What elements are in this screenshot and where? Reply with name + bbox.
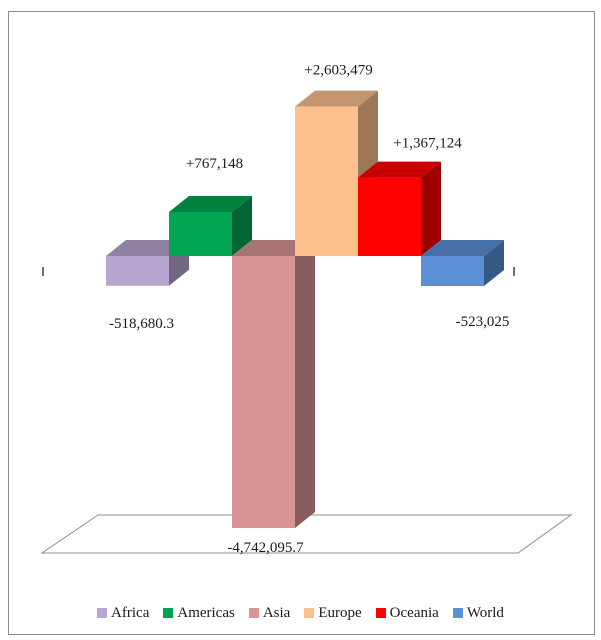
bar-asia-top	[232, 240, 315, 256]
bar-world-side	[484, 240, 504, 286]
chart: -518,680.3 +767,148 -4,742,095.7 +2,603,479…	[40, 63, 573, 556]
bar-oceania-front	[358, 177, 421, 256]
bar-americas-front	[169, 211, 232, 256]
bar-asia-side	[295, 240, 315, 528]
data-label-oceania: +1,367,124	[393, 136, 462, 152]
legend-label-europe: Europe	[318, 604, 362, 621]
legend-item-world: World	[452, 604, 504, 622]
legend-item-americas: Americas	[163, 604, 235, 622]
data-label-americas: +767,148	[186, 156, 243, 172]
bar-americas-top	[169, 195, 252, 212]
bar-africa	[106, 240, 189, 286]
data-label-europe: +2,603,479	[304, 63, 372, 79]
bar-asia	[232, 240, 315, 528]
bar-africa-top	[106, 240, 189, 256]
floor-plane	[40, 514, 573, 554]
data-label-africa: -518,680.3	[109, 316, 174, 332]
legend-label-americas: Americas	[177, 604, 235, 621]
data-label-world: -523,025	[456, 314, 510, 330]
legend-label-oceania: Oceania	[389, 604, 439, 621]
legend-swatch-oceania	[375, 608, 386, 618]
legend-item-europe: Europe	[304, 604, 362, 622]
legend-swatch-asia	[248, 608, 259, 618]
bar-oceania-side	[421, 161, 441, 256]
legend-swatch-africa	[97, 608, 108, 618]
legend-item-oceania: Oceania	[375, 604, 439, 622]
bar-world-top	[421, 240, 504, 256]
bar-africa-front	[106, 256, 169, 286]
legend-label-world: World	[466, 604, 504, 621]
bar-oceania-top	[358, 161, 441, 178]
bar-asia-front	[232, 256, 295, 528]
legend-label-africa: Africa	[111, 604, 150, 621]
bar-americas	[169, 195, 252, 256]
bar-world-front	[421, 256, 484, 286]
bar-world	[421, 240, 504, 286]
legend-swatch-europe	[304, 608, 315, 618]
bar-europe-top	[295, 90, 378, 107]
legend-swatch-world	[452, 608, 463, 618]
bar-oceania	[358, 161, 441, 256]
legend-swatch-americas	[163, 608, 174, 618]
legend-item-africa: Africa	[97, 605, 149, 622]
data-label-asia: -4,742,095.7	[227, 540, 304, 556]
legend-item-asia: Asia	[248, 604, 291, 622]
legend-label-asia: Asia	[262, 604, 291, 621]
legend: Africa Americas Asia Europe Oceania World	[0, 601, 601, 625]
bar-europe-front	[295, 106, 358, 256]
bar-americas-side	[232, 195, 252, 256]
